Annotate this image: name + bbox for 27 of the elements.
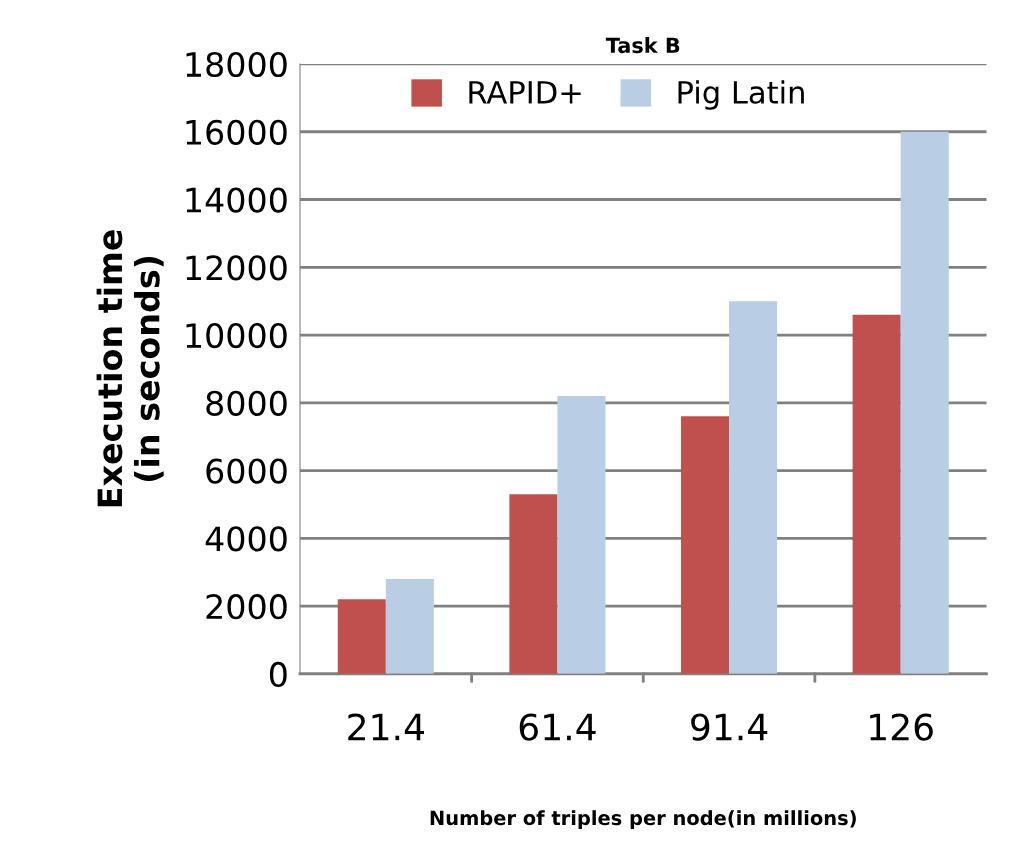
y-tick-label: 2000 <box>206 594 287 620</box>
y-tick-label: 18000 <box>186 51 287 78</box>
y-tick-label: 14000 <box>186 187 287 213</box>
bar <box>900 131 949 674</box>
bar <box>729 301 778 674</box>
bar <box>509 494 558 674</box>
bar <box>385 579 434 674</box>
y-axis-title: Execution time (in seconds) <box>96 230 164 507</box>
legend-label: Pig Latin <box>678 80 804 110</box>
x-tick-label: 21.4 <box>348 713 424 741</box>
y-tick-label: 8000 <box>206 390 287 416</box>
y-tick-label: 0 <box>269 661 287 688</box>
y-tick-label: 16000 <box>186 119 287 145</box>
chart-title: Task B <box>605 37 680 54</box>
x-tick-label: 61.4 <box>519 713 596 741</box>
bar <box>681 416 730 674</box>
y-tick-label: 6000 <box>206 458 287 484</box>
y-tick-label: 10000 <box>186 322 287 349</box>
bar <box>337 599 386 674</box>
bar <box>852 314 901 674</box>
x-tick-label: 126 <box>870 713 933 741</box>
x-tick-label: 91.4 <box>691 713 768 741</box>
legend-label: RAPID+ <box>469 81 581 104</box>
y-tick-label: 4000 <box>205 526 287 552</box>
bar <box>557 396 606 674</box>
y-tick-label: 12000 <box>186 255 287 281</box>
x-axis-title: Number of triples per node(in millions) <box>430 810 856 830</box>
